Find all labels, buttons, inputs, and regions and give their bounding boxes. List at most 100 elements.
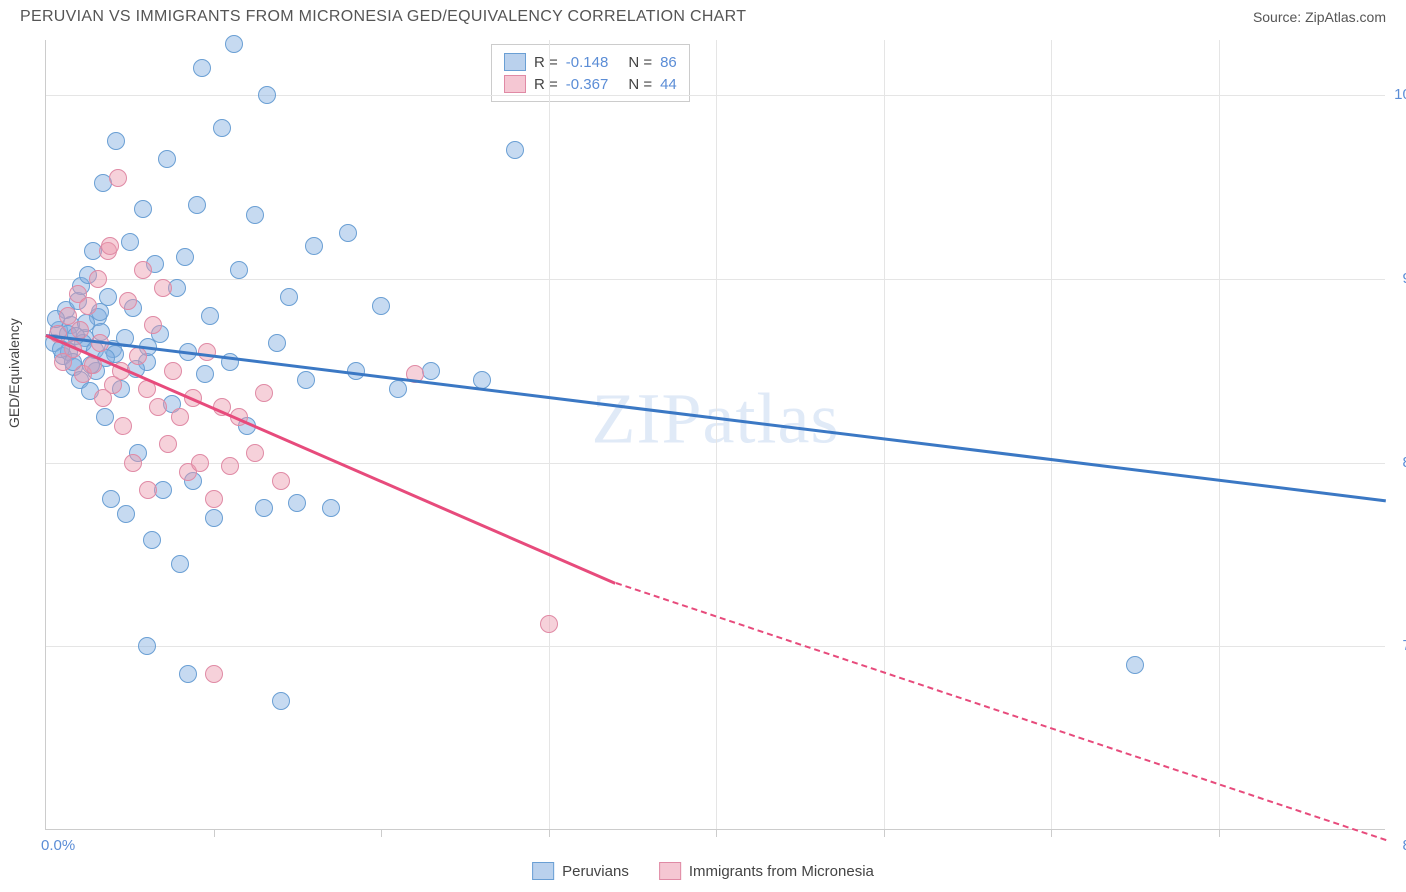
trend-line [615,582,1386,841]
chart-title: PERUVIAN VS IMMIGRANTS FROM MICRONESIA G… [20,8,746,26]
scatter-point [107,132,125,150]
y-tick-label: 90.0% [1390,270,1406,287]
scatter-point [258,86,276,104]
scatter-point [154,279,172,297]
scatter-point [143,531,161,549]
scatter-point [246,206,264,224]
scatter-point [288,494,306,512]
y-axis-label: GED/Equivalency [6,318,22,428]
scatter-point [164,362,182,380]
scatter-point [134,261,152,279]
gridline-vertical [549,40,550,829]
scatter-point [193,59,211,77]
scatter-point [96,408,114,426]
scatter-point [191,454,209,472]
x-tick [716,829,717,837]
scatter-point [121,233,139,251]
scatter-point [196,365,214,383]
n-value: 86 [660,54,677,71]
scatter-point [225,35,243,53]
scatter-point [124,454,142,472]
scatter-point [79,297,97,315]
scatter-point [188,196,206,214]
gridline-vertical [716,40,717,829]
legend-label: Peruvians [562,863,629,880]
n-label: N = [628,76,652,93]
scatter-point [117,505,135,523]
scatter-point [114,417,132,435]
scatter-point [171,555,189,573]
x-tick [381,829,382,837]
scatter-point [205,509,223,527]
y-tick-label: 70.0% [1390,637,1406,654]
scatter-point [176,248,194,266]
scatter-point [129,347,147,365]
legend-row: R = -0.367N = 44 [504,73,677,95]
scatter-point [540,615,558,633]
source-label: Source: ZipAtlas.com [1253,9,1386,25]
r-label: R = [534,54,558,71]
x-tick [1051,829,1052,837]
scatter-point [139,481,157,499]
scatter-point [134,200,152,218]
scatter-point [144,316,162,334]
scatter-point [101,237,119,255]
scatter-point [297,371,315,389]
r-value: -0.367 [566,76,609,93]
legend-item: Peruvians [532,862,629,880]
scatter-point [506,141,524,159]
scatter-point [158,150,176,168]
scatter-point [305,237,323,255]
scatter-point [159,435,177,453]
scatter-point [149,398,167,416]
scatter-point [322,499,340,517]
scatter-point [179,665,197,683]
scatter-point [221,457,239,475]
r-value: -0.148 [566,54,609,71]
legend-swatch [659,862,681,880]
gridline-vertical [1051,40,1052,829]
scatter-point [89,270,107,288]
x-axis-max-label: 80.0% [1402,837,1406,854]
series-legend: Peruvians Immigrants from Micronesia [532,862,874,880]
scatter-point [109,169,127,187]
n-label: N = [628,54,652,71]
correlation-legend: R = -0.148N = 86R = -0.367N = 44 [491,44,690,102]
scatter-point [205,490,223,508]
gridline-vertical [884,40,885,829]
x-tick [549,829,550,837]
scatter-point [255,499,273,517]
legend-swatch [532,862,554,880]
x-tick [1219,829,1220,837]
scatter-point [119,292,137,310]
x-tick [214,829,215,837]
scatter-point [205,665,223,683]
r-label: R = [534,76,558,93]
scatter-point [246,444,264,462]
legend-swatch [504,53,526,71]
scatter-point [171,408,189,426]
scatter-point [1126,656,1144,674]
legend-row: R = -0.148 N = 86 [504,51,677,73]
scatter-point [255,384,273,402]
scatter-point [280,288,298,306]
scatter-point [213,119,231,137]
y-tick-label: 80.0% [1390,454,1406,471]
scatter-point [422,362,440,380]
scatter-point [201,307,219,325]
scatter-point [268,334,286,352]
chart-plot-area: ZIPatlas 0.0% 80.0% R = -0.148N = 86R = … [45,40,1385,830]
x-axis-min-label: 0.0% [41,837,75,854]
legend-swatch [504,75,526,93]
legend-item: Immigrants from Micronesia [659,862,874,880]
gridline-vertical [1219,40,1220,829]
scatter-point [102,490,120,508]
scatter-point [230,261,248,279]
legend-label: Immigrants from Micronesia [689,863,874,880]
scatter-point [339,224,357,242]
scatter-point [389,380,407,398]
scatter-point [272,692,290,710]
y-tick-label: 100.0% [1390,86,1406,103]
scatter-point [272,472,290,490]
x-tick [884,829,885,837]
